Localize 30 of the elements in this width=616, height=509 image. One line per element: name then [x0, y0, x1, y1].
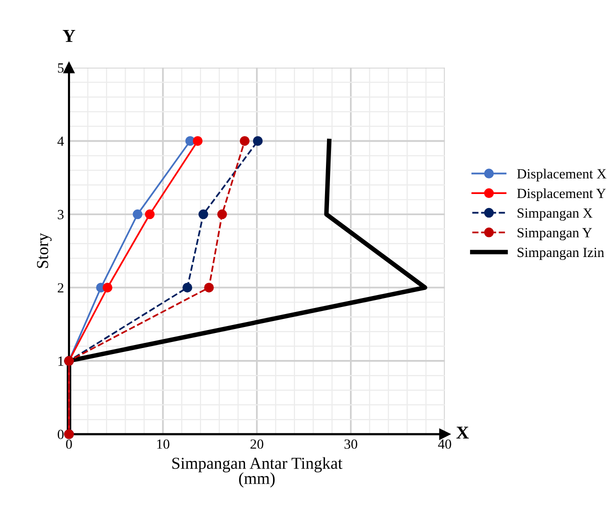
y-tick-label: 3 — [58, 210, 64, 220]
y-tick-label: 0 — [58, 430, 64, 440]
text: X — [456, 426, 469, 439]
point — [132, 209, 142, 220]
y-tick-label: 2 — [58, 283, 64, 292]
point — [252, 136, 263, 146]
point — [204, 282, 214, 292]
text: Y — [62, 30, 76, 42]
y-axis-title: Story — [37, 232, 52, 268]
legend-label: Simpangan Y — [518, 228, 592, 240]
point — [102, 282, 112, 292]
y-tick-label: 5 — [58, 63, 64, 73]
y-tick-label: 4 — [57, 136, 64, 146]
point — [144, 209, 155, 220]
x-tick-label: 0 — [66, 439, 72, 449]
legend-label: Simpangan X — [518, 208, 592, 221]
x-tick-label: 40 — [438, 439, 452, 449]
point — [217, 209, 227, 220]
x-axis-title: Simpangan Antar Tingkat (mm) — [172, 457, 342, 488]
x-tick-label: 20 — [250, 439, 264, 449]
point — [240, 136, 250, 146]
legend-label: Displacement X — [517, 168, 606, 182]
x-tick-label: 10 — [157, 439, 170, 449]
point — [192, 136, 203, 146]
y-tick-label: 1 — [58, 356, 64, 366]
x-tick-label: 30 — [344, 439, 358, 449]
legend-label: Simpangan Izin — [518, 248, 604, 260]
legend-label: Displacement Y — [517, 188, 606, 201]
point — [182, 282, 192, 292]
point — [198, 209, 208, 220]
